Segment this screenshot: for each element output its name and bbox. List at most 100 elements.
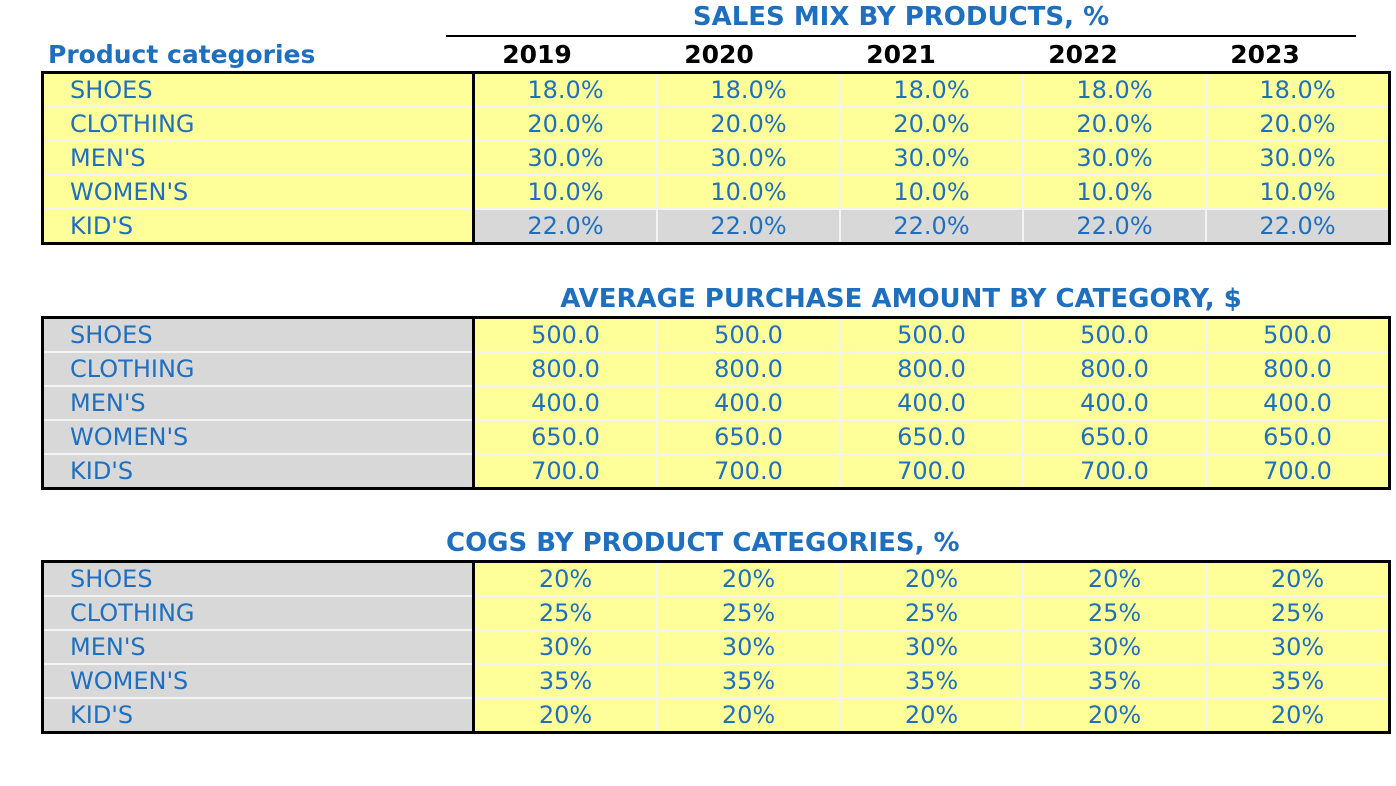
value-cell[interactable]: 25%: [1022, 595, 1206, 630]
value-cell[interactable]: 20%: [656, 697, 840, 733]
value-cell[interactable]: 30%: [1205, 629, 1390, 664]
value-cell[interactable]: 500.0: [839, 317, 1023, 352]
value-cell[interactable]: 500.0: [473, 317, 657, 352]
table-row: MEN'S 30% 30% 30% 30% 30%: [42, 629, 1390, 664]
value-cell[interactable]: 20%: [1022, 561, 1206, 596]
table-row: MEN'S 30.0% 30.0% 30.0% 30.0% 30.0%: [42, 140, 1390, 175]
value-cell[interactable]: 650.0: [839, 419, 1023, 454]
table-row: WOMEN'S 650.0 650.0 650.0 650.0 650.0: [42, 419, 1390, 454]
row-label: SHOES: [42, 317, 475, 352]
value-cell[interactable]: 30.0%: [1022, 140, 1206, 175]
product-categories-header: Product categories: [48, 40, 316, 69]
row-label: MEN'S: [42, 385, 475, 420]
value-cell[interactable]: 400.0: [1205, 385, 1390, 420]
value-cell[interactable]: 25%: [656, 595, 840, 630]
value-cell[interactable]: 20%: [839, 697, 1023, 733]
value-cell[interactable]: 500.0: [1022, 317, 1206, 352]
value-cell[interactable]: 10.0%: [1205, 174, 1390, 209]
value-cell[interactable]: 30%: [1022, 629, 1206, 664]
value-cell[interactable]: 18.0%: [1022, 72, 1206, 107]
row-label: KID'S: [42, 453, 475, 489]
table-row: SHOES 18.0% 18.0% 18.0% 18.0% 18.0%: [42, 72, 1390, 107]
value-cell[interactable]: 25%: [473, 595, 657, 630]
row-label: KID'S: [42, 208, 475, 244]
value-cell[interactable]: 800.0: [1022, 351, 1206, 386]
row-label: WOMEN'S: [42, 174, 475, 209]
value-cell[interactable]: 650.0: [656, 419, 840, 454]
value-cell[interactable]: 500.0: [1205, 317, 1390, 352]
table-row: CLOTHING 25% 25% 25% 25% 25%: [42, 595, 1390, 630]
value-cell[interactable]: 800.0: [656, 351, 840, 386]
value-cell[interactable]: 400.0: [1022, 385, 1206, 420]
computed-value-cell: 22.0%: [1022, 208, 1206, 244]
value-cell[interactable]: 800.0: [473, 351, 657, 386]
value-cell[interactable]: 35%: [656, 663, 840, 698]
year-header-2023: 2023: [1230, 40, 1300, 69]
value-cell[interactable]: 35%: [839, 663, 1023, 698]
value-cell[interactable]: 30.0%: [1205, 140, 1390, 175]
row-label: WOMEN'S: [42, 419, 475, 454]
value-cell[interactable]: 20%: [1205, 561, 1390, 596]
value-cell[interactable]: 30%: [656, 629, 840, 664]
value-cell[interactable]: 10.0%: [656, 174, 840, 209]
value-cell[interactable]: 400.0: [473, 385, 657, 420]
value-cell[interactable]: 500.0: [656, 317, 840, 352]
value-cell[interactable]: 25%: [839, 595, 1023, 630]
value-cell[interactable]: 800.0: [839, 351, 1023, 386]
value-cell[interactable]: 650.0: [1022, 419, 1206, 454]
value-cell[interactable]: 20.0%: [656, 106, 840, 141]
value-cell[interactable]: 30%: [839, 629, 1023, 664]
value-cell[interactable]: 20.0%: [1205, 106, 1390, 141]
value-cell[interactable]: 20%: [1022, 697, 1206, 733]
table-row: CLOTHING 800.0 800.0 800.0 800.0 800.0: [42, 351, 1390, 386]
row-label: SHOES: [42, 72, 475, 107]
value-cell[interactable]: 20%: [1205, 697, 1390, 733]
value-cell[interactable]: 10.0%: [839, 174, 1023, 209]
table-row: SHOES 500.0 500.0 500.0 500.0 500.0: [42, 317, 1390, 352]
value-cell[interactable]: 20.0%: [473, 106, 657, 141]
computed-value-cell: 22.0%: [656, 208, 840, 244]
value-cell[interactable]: 20.0%: [839, 106, 1023, 141]
value-cell[interactable]: 650.0: [1205, 419, 1390, 454]
value-cell[interactable]: 20.0%: [1022, 106, 1206, 141]
value-cell[interactable]: 700.0: [839, 453, 1023, 489]
value-cell[interactable]: 35%: [1022, 663, 1206, 698]
value-cell[interactable]: 30.0%: [656, 140, 840, 175]
value-cell[interactable]: 20%: [656, 561, 840, 596]
value-cell[interactable]: 20%: [473, 561, 657, 596]
value-cell[interactable]: 30%: [473, 629, 657, 664]
value-cell[interactable]: 30.0%: [473, 140, 657, 175]
year-header-2020: 2020: [684, 40, 754, 69]
value-cell[interactable]: 400.0: [656, 385, 840, 420]
value-cell[interactable]: 18.0%: [839, 72, 1023, 107]
value-cell[interactable]: 18.0%: [656, 72, 840, 107]
cogs-title: COGS BY PRODUCT CATEGORIES, %: [446, 528, 960, 558]
value-cell[interactable]: 35%: [473, 663, 657, 698]
computed-value-cell: 22.0%: [473, 208, 657, 244]
value-cell[interactable]: 10.0%: [1022, 174, 1206, 209]
value-cell[interactable]: 35%: [1205, 663, 1390, 698]
value-cell[interactable]: 700.0: [473, 453, 657, 489]
value-cell[interactable]: 800.0: [1205, 351, 1390, 386]
value-cell[interactable]: 700.0: [1022, 453, 1206, 489]
value-cell[interactable]: 18.0%: [1205, 72, 1390, 107]
value-cell[interactable]: 20%: [839, 561, 1023, 596]
value-cell[interactable]: 700.0: [1205, 453, 1390, 489]
cogs-table: SHOES 20% 20% 20% 20% 20% CLOTHING 25% 2…: [41, 560, 1391, 734]
table-row: KID'S 20% 20% 20% 20% 20%: [42, 697, 1390, 733]
row-label: MEN'S: [42, 140, 475, 175]
value-cell[interactable]: 700.0: [656, 453, 840, 489]
table-row: CLOTHING 20.0% 20.0% 20.0% 20.0% 20.0%: [42, 106, 1390, 141]
value-cell[interactable]: 18.0%: [473, 72, 657, 107]
value-cell[interactable]: 25%: [1205, 595, 1390, 630]
average-purchase-title: AVERAGE PURCHASE AMOUNT BY CATEGORY, $: [560, 284, 1242, 314]
sales-mix-table: SHOES 18.0% 18.0% 18.0% 18.0% 18.0% CLOT…: [41, 71, 1391, 245]
value-cell[interactable]: 30.0%: [839, 140, 1023, 175]
value-cell[interactable]: 650.0: [473, 419, 657, 454]
sales-mix-title: SALES MIX BY PRODUCTS, %: [692, 2, 1110, 32]
year-header-rule: [446, 35, 1356, 37]
value-cell[interactable]: 10.0%: [473, 174, 657, 209]
value-cell[interactable]: 400.0: [839, 385, 1023, 420]
row-label: WOMEN'S: [42, 663, 475, 698]
value-cell[interactable]: 20%: [473, 697, 657, 733]
